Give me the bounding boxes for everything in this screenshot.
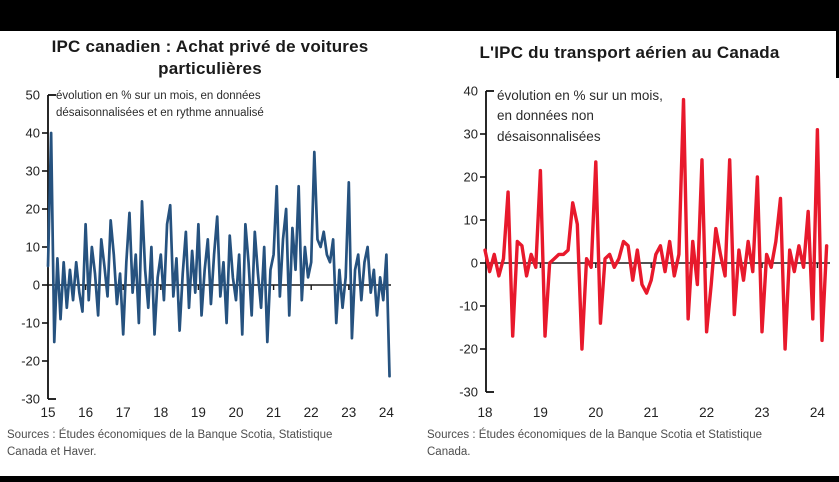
bottom-black-bar [0, 476, 839, 482]
y-tick-label: 20 [26, 202, 40, 217]
source-note: Sources : Études économiques de la Banqu… [7, 429, 333, 458]
y-tick-label: 10 [464, 213, 478, 228]
y-tick-label: 40 [464, 84, 478, 99]
x-tick-label: 19 [191, 405, 206, 420]
y-tick-label: -20 [459, 342, 478, 357]
chart-title-text: L'IPC du transport aérien au Canada [479, 43, 780, 62]
x-tick-label: 23 [754, 405, 769, 420]
x-tick-label: 18 [477, 405, 492, 420]
x-tick-label: 23 [341, 405, 356, 420]
chart-panel-ipc-voitures: IPC canadien : Achat privé de voitures p… [0, 31, 420, 476]
x-tick-label: 18 [153, 405, 168, 420]
y-tick-label: 30 [464, 127, 478, 142]
chart-title-text: IPC canadien : Achat privé de voitures p… [51, 37, 369, 79]
y-tick-label: -30 [459, 385, 478, 400]
y-tick-label: -20 [21, 354, 40, 369]
chart-title: L'IPC du transport aérien au Canada [420, 42, 839, 64]
x-tick-label: 19 [533, 405, 548, 420]
x-tick-label: 21 [266, 405, 281, 420]
chart-title: IPC canadien : Achat privé de voitures p… [0, 36, 420, 81]
x-tick-label: 16 [78, 405, 93, 420]
y-tick-label: -10 [21, 316, 40, 331]
source-note: Sources : Études économiques de la Banqu… [427, 429, 762, 458]
x-tick-label: 20 [588, 405, 603, 420]
y-tick-label: -30 [21, 392, 40, 407]
x-tick-label: 20 [228, 405, 243, 420]
x-tick-label: 15 [40, 405, 55, 420]
series-line [46, 131, 391, 378]
x-tick-label: 22 [304, 405, 319, 420]
right-edge-stub [836, 31, 839, 78]
unit-annotation: évolution en % sur un mois, en données n… [497, 88, 663, 144]
y-tick-label: 10 [26, 240, 40, 255]
x-tick-label: 22 [699, 405, 714, 420]
x-tick-label: 24 [810, 405, 826, 420]
y-tick-label: 0 [33, 278, 40, 293]
line-chart-ipc-transport-aerien: 40 30 20 10 0 -10 -20 -30 18 19 20 21 22 23 24 [459, 84, 830, 420]
y-tick-label: 20 [464, 170, 478, 185]
y-tick-label: 50 [26, 88, 40, 103]
unit-annotation: évolution en % sur un mois, en données d… [56, 90, 264, 119]
x-tick-label: 24 [379, 405, 395, 420]
chart-panel-ipc-transport-aerien: L'IPC du transport aérien au Canada 40 30… [420, 31, 839, 476]
y-tick-label: 40 [26, 126, 40, 141]
y-tick-label: 0 [471, 256, 478, 271]
series-line [483, 97, 829, 351]
x-tick-label: 21 [644, 405, 659, 420]
y-tick-label: -10 [459, 299, 478, 314]
y-tick-label: 30 [26, 164, 40, 179]
x-tick-label: 17 [116, 405, 131, 420]
top-black-bar [0, 0, 839, 31]
